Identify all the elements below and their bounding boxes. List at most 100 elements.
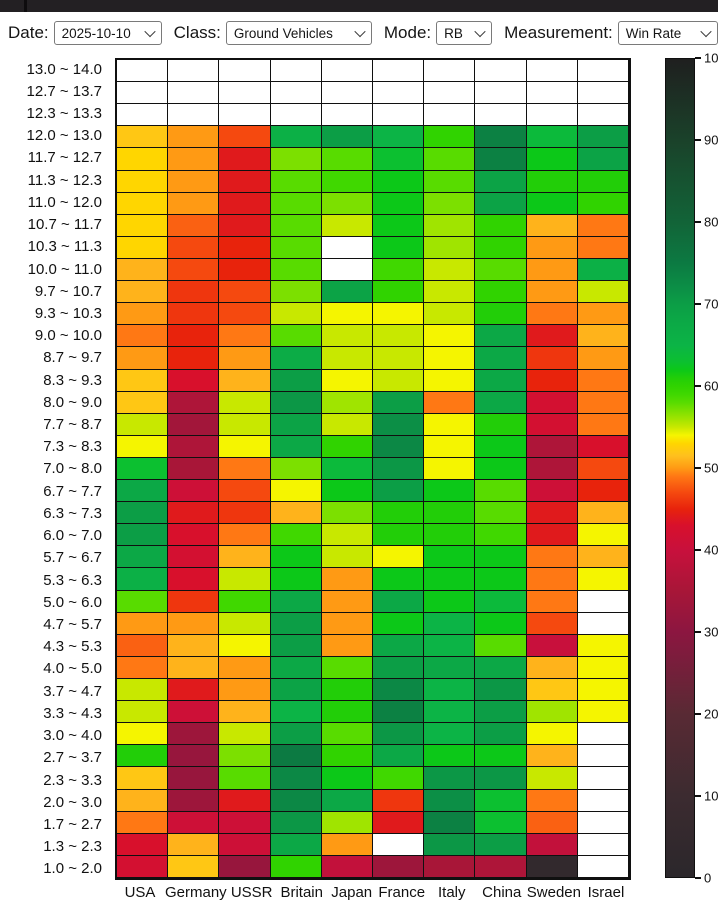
heatmap-cell[interactable] [577,457,629,481]
heatmap-cell[interactable] [117,281,169,304]
heatmap-cell[interactable] [321,811,373,834]
heatmap-cell[interactable] [475,303,527,326]
heatmap-cell[interactable] [117,855,169,878]
heatmap-cell[interactable] [424,347,476,370]
heatmap-cell[interactable] [475,148,527,171]
heatmap-cell[interactable] [577,833,629,856]
heatmap-cell[interactable] [577,236,629,259]
heatmap-cell[interactable] [424,60,476,83]
heatmap-cell[interactable] [373,679,425,702]
heatmap-cell[interactable] [168,214,220,237]
heatmap-cell[interactable] [321,723,373,746]
heatmap-cell[interactable] [270,192,322,215]
heatmap-cell[interactable] [373,104,425,127]
heatmap-cell[interactable] [219,325,271,348]
heatmap-cell[interactable] [526,325,578,348]
heatmap-cell[interactable] [270,82,322,105]
heatmap-cell[interactable] [373,568,425,591]
heatmap-cell[interactable] [424,303,476,326]
heatmap-cell[interactable] [168,258,220,282]
heatmap-cell[interactable] [526,435,578,458]
heatmap-cell[interactable] [270,281,322,304]
heatmap-cell[interactable] [219,435,271,458]
heatmap-cell[interactable] [168,325,220,348]
heatmap-cell[interactable] [219,634,271,657]
heatmap-cell[interactable] [577,435,629,458]
heatmap-cell[interactable] [270,126,322,149]
heatmap-cell[interactable] [475,104,527,127]
heatmap-cell[interactable] [373,413,425,436]
heatmap-cell[interactable] [577,480,629,503]
heatmap-cell[interactable] [168,811,220,834]
heatmap-cell[interactable] [168,701,220,724]
heatmap-cell[interactable] [577,745,629,768]
heatmap-cell[interactable] [219,60,271,83]
heatmap-cell[interactable] [526,679,578,702]
heatmap-cell[interactable] [373,281,425,304]
heatmap-cell[interactable] [168,745,220,768]
heatmap-cell[interactable] [117,723,169,746]
heatmap-cell[interactable] [373,347,425,370]
heatmap-cell[interactable] [526,833,578,856]
heatmap-cell[interactable] [321,126,373,149]
heatmap-cell[interactable] [321,82,373,105]
heatmap-cell[interactable] [577,281,629,304]
heatmap-cell[interactable] [270,391,322,414]
heatmap-cell[interactable] [577,214,629,237]
heatmap-cell[interactable] [577,192,629,215]
heatmap-cell[interactable] [321,214,373,237]
heatmap-cell[interactable] [577,148,629,171]
heatmap-cell[interactable] [475,369,527,392]
heatmap-cell[interactable] [321,170,373,193]
heatmap-cell[interactable] [373,148,425,171]
heatmap-cell[interactable] [424,568,476,591]
heatmap-cell[interactable] [577,502,629,525]
heatmap-cell[interactable] [475,634,527,657]
heatmap-cell[interactable] [577,258,629,282]
heatmap-cell[interactable] [424,236,476,259]
heatmap-cell[interactable] [117,325,169,348]
heatmap-cell[interactable] [117,413,169,436]
heatmap-cell[interactable] [168,281,220,304]
heatmap-cell[interactable] [321,435,373,458]
heatmap-cell[interactable] [577,126,629,149]
heatmap-cell[interactable] [219,126,271,149]
heatmap-cell[interactable] [168,634,220,657]
heatmap-cell[interactable] [321,303,373,326]
heatmap-cell[interactable] [475,391,527,414]
heatmap-cell[interactable] [168,656,220,680]
heatmap-cell[interactable] [475,192,527,215]
heatmap-cell[interactable] [168,170,220,193]
heatmap-cell[interactable] [321,281,373,304]
heatmap-cell[interactable] [321,148,373,171]
heatmap-cell[interactable] [321,524,373,547]
heatmap-cell[interactable] [424,82,476,105]
heatmap-cell[interactable] [424,170,476,193]
heatmap-cell[interactable] [373,60,425,83]
heatmap-cell[interactable] [321,679,373,702]
heatmap-cell[interactable] [526,303,578,326]
heatmap-cell[interactable] [117,435,169,458]
heatmap-cell[interactable] [168,347,220,370]
heatmap-cell[interactable] [526,568,578,591]
heatmap-cell[interactable] [424,833,476,856]
class-select[interactable]: Ground Vehicles [225,21,372,45]
heatmap-cell[interactable] [117,524,169,547]
heatmap-cell[interactable] [577,723,629,746]
heatmap-cell[interactable] [475,612,527,635]
heatmap-cell[interactable] [270,502,322,525]
heatmap-cell[interactable] [168,833,220,856]
heatmap-cell[interactable] [270,524,322,547]
heatmap-cell[interactable] [168,82,220,105]
heatmap-cell[interactable] [475,281,527,304]
heatmap-cell[interactable] [219,723,271,746]
heatmap-cell[interactable] [424,524,476,547]
date-select[interactable]: 2025-10-10 [53,21,162,45]
heatmap-cell[interactable] [168,369,220,392]
heatmap-cell[interactable] [475,590,527,613]
heatmap-cell[interactable] [526,126,578,149]
heatmap-cell[interactable] [117,767,169,790]
heatmap-cell[interactable] [117,789,169,812]
heatmap-cell[interactable] [577,656,629,680]
heatmap-cell[interactable] [373,391,425,414]
